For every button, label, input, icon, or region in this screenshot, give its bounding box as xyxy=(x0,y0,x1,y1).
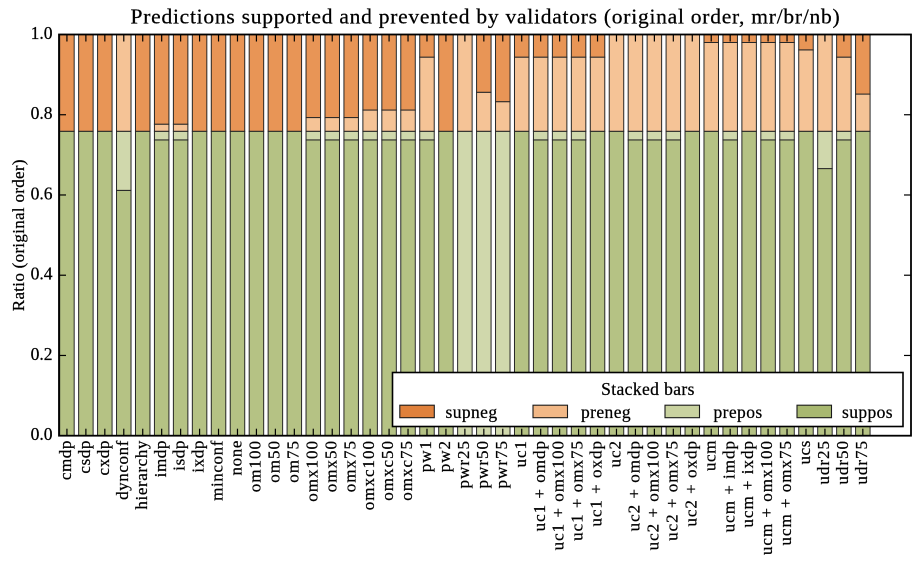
svg-text:pwr50: pwr50 xyxy=(473,440,492,488)
svg-text:om75: om75 xyxy=(283,440,302,483)
svg-text:omxc100: omxc100 xyxy=(359,440,378,510)
svg-text:uc2 + omdp: uc2 + omdp xyxy=(625,440,644,531)
svg-text:dynconf: dynconf xyxy=(113,440,132,500)
svg-text:Stacked bars: Stacked bars xyxy=(601,379,695,399)
svg-text:udr25: udr25 xyxy=(814,440,833,485)
svg-text:0.6: 0.6 xyxy=(31,183,53,203)
svg-text:0.0: 0.0 xyxy=(31,424,53,444)
svg-text:ixdp: ixdp xyxy=(189,440,208,473)
svg-text:ucm: ucm xyxy=(700,440,719,471)
svg-text:ucs: ucs xyxy=(795,440,814,464)
svg-text:minconf: minconf xyxy=(208,440,227,501)
svg-text:preneg: preneg xyxy=(581,402,631,422)
svg-text:udr50: udr50 xyxy=(833,440,852,485)
svg-text:uc1 + oxdp: uc1 + oxdp xyxy=(587,440,606,527)
svg-text:prepos: prepos xyxy=(714,402,763,422)
svg-text:csdp: csdp xyxy=(75,440,94,474)
svg-text:hierarchy: hierarchy xyxy=(132,440,151,510)
svg-text:isdp: isdp xyxy=(170,440,189,471)
svg-text:cxdp: cxdp xyxy=(94,440,113,475)
svg-text:Predictions supported and prev: Predictions supported and prevented by v… xyxy=(131,5,841,29)
svg-text:pwr25: pwr25 xyxy=(454,440,473,488)
svg-text:pwr75: pwr75 xyxy=(492,440,511,488)
svg-text:pw1: pw1 xyxy=(416,440,435,472)
svg-text:uc1 + omx75: uc1 + omx75 xyxy=(568,440,587,541)
svg-text:1.0: 1.0 xyxy=(31,23,53,43)
svg-text:om50: om50 xyxy=(264,440,283,483)
svg-text:ucm + ixdp: ucm + ixdp xyxy=(738,440,757,528)
svg-text:omx75: omx75 xyxy=(340,440,359,492)
svg-text:uc2 + oxdp: uc2 + oxdp xyxy=(681,440,700,527)
svg-text:Ratio (original order): Ratio (original order) xyxy=(9,159,28,311)
svg-text:ucm + imdp: ucm + imdp xyxy=(719,440,738,532)
svg-text:uc1 + omdp: uc1 + omdp xyxy=(530,440,549,531)
svg-text:ucm + omx100: ucm + omx100 xyxy=(757,440,776,555)
svg-text:pw2: pw2 xyxy=(435,440,454,472)
svg-text:om100: om100 xyxy=(246,440,265,492)
svg-text:suppos: suppos xyxy=(842,402,893,422)
svg-text:omx50: omx50 xyxy=(321,440,340,492)
svg-text:uc2 + omx75: uc2 + omx75 xyxy=(662,440,681,541)
svg-text:uc1 + omx100: uc1 + omx100 xyxy=(549,440,568,550)
svg-text:supneg: supneg xyxy=(446,402,498,422)
svg-text:uc2 + omx100: uc2 + omx100 xyxy=(643,440,662,550)
svg-text:omxc50: omxc50 xyxy=(378,440,397,501)
svg-text:omx100: omx100 xyxy=(302,440,321,502)
svg-text:0.4: 0.4 xyxy=(31,264,53,284)
svg-text:uc2: uc2 xyxy=(606,440,625,468)
svg-text:udr75: udr75 xyxy=(852,440,871,485)
svg-text:none: none xyxy=(227,440,246,475)
svg-text:0.2: 0.2 xyxy=(31,344,53,364)
svg-text:0.8: 0.8 xyxy=(31,103,53,123)
svg-text:uc1: uc1 xyxy=(511,440,530,468)
svg-text:ucm + omx75: ucm + omx75 xyxy=(776,440,795,546)
svg-text:cmdp: cmdp xyxy=(56,440,75,480)
svg-text:imdp: imdp xyxy=(151,440,170,477)
svg-text:omxc75: omxc75 xyxy=(397,440,416,501)
